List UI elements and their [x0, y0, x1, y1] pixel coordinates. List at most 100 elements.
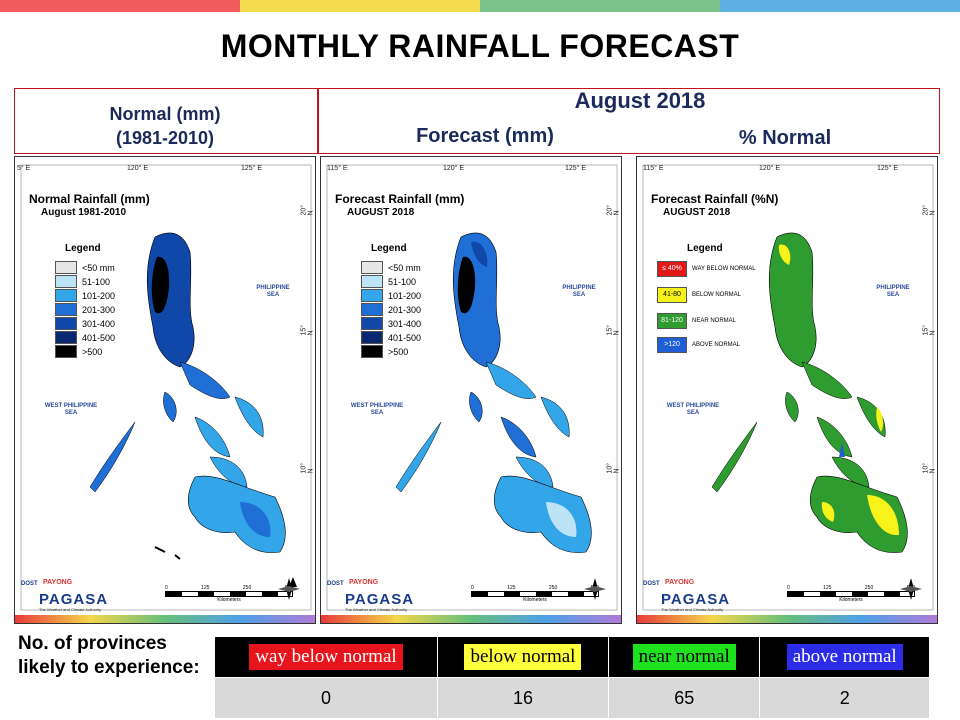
legend-label: 401-500 — [388, 332, 422, 343]
coord-label: 115° E — [327, 165, 348, 172]
scale-bar-graphic — [165, 591, 293, 597]
legend-label: 301-400 — [388, 318, 422, 329]
scale-bar: 0125250500 Kilometers — [165, 585, 293, 603]
sea-label-east: PHILIPPINE SEA — [876, 285, 910, 298]
legend-swatch — [361, 345, 383, 358]
legend-swatch — [361, 303, 383, 316]
coord-label: 15° N — [300, 324, 315, 336]
legend-label: 101-200 — [388, 290, 422, 301]
logo-dost: DOST — [643, 581, 660, 587]
coord-label: 125° E — [877, 165, 899, 172]
scale-tick: 0 — [787, 585, 790, 591]
percent-header: % Normal — [738, 127, 832, 149]
forecast-rainfall-map: Forecast Rainfall (mm) AUGUST 2018 Legen… — [320, 156, 622, 624]
legend-item: ≤ 40% WAY BELOW NORMAL — [657, 261, 756, 277]
legend-label: WAY BELOW NORMAL — [692, 266, 756, 272]
header-normal-box — [14, 88, 318, 154]
coord-label: 15° N — [922, 324, 937, 336]
legend-swatch: 81-120 — [657, 313, 687, 329]
provinces-label: No. of provinces likely to experience: — [18, 633, 200, 678]
page-title: MONTHLY RAINFALL FORECAST — [220, 28, 740, 64]
scale-bar: 0125250500 Kilometers — [471, 585, 599, 603]
month-header: August 2018 — [574, 88, 706, 113]
legend-item: 301-400 — [361, 317, 421, 330]
legend-label: 201-300 — [388, 304, 422, 315]
top-color-bar — [0, 0, 960, 12]
logo-tagline: The Weather and Climate Authority — [661, 607, 724, 612]
logo-payong: PAYONG — [43, 579, 73, 586]
legend-swatch — [55, 317, 77, 330]
legend-label: ABOVE NORMAL — [692, 342, 741, 348]
scale-bar: 0125250500 Kilometers — [787, 585, 915, 603]
scale-unit: Kilometers — [523, 597, 547, 603]
legend-swatch: ≤ 40% — [657, 261, 687, 277]
legend-item: 51-100 — [55, 275, 110, 288]
legend-label: BELOW NORMAL — [692, 292, 742, 298]
category-label-way-below: way below normal — [249, 644, 403, 670]
logo-payong: PAYONG — [349, 579, 379, 586]
faded-logo-watermark — [930, 634, 960, 720]
category-cell: above normal — [759, 636, 930, 678]
sea-label-west: WEST PHILIPPINE SEA — [666, 403, 720, 416]
scale-bar-graphic — [787, 591, 915, 597]
legend-item: <50 mm — [55, 261, 115, 274]
map-subtitle: August 1981-2010 — [41, 207, 127, 218]
coord-label: 5° E — [17, 165, 31, 172]
legend-title: Legend — [65, 243, 101, 254]
legend-label: 201-300 — [82, 304, 116, 315]
percent-normal-map: Forecast Rainfall (%N) AUGUST 2018 Legen… — [636, 156, 938, 624]
legend-item: 51-100 — [361, 275, 416, 288]
legend-swatch: 41-80 — [657, 287, 687, 303]
scale-tick: 250 — [242, 585, 252, 591]
coord-label: 10° N — [606, 462, 621, 474]
legend-swatch — [361, 261, 383, 274]
legend-item: 101-200 — [361, 289, 421, 302]
normal-header-line2: (1981-2010) — [115, 128, 215, 148]
logo-tagline: The Weather and Climate Authority — [39, 607, 102, 612]
top-bar-segment-red — [0, 0, 240, 12]
category-cell: below normal — [436, 636, 609, 678]
category-label-above: above normal — [786, 644, 903, 670]
pagasa-logo: DOST PAYONG PAGASA The Weather and Clima… — [21, 567, 131, 615]
legend-label: 51-100 — [388, 276, 417, 287]
pagasa-logo: DOST PAYONG PAGASA The Weather and Clima… — [327, 567, 437, 615]
count-below: 16 — [436, 677, 609, 719]
forecast-header: Forecast (mm) — [416, 125, 554, 147]
logo-pagasa: PAGASA — [39, 591, 109, 608]
pagasa-logo: DOST PAYONG PAGASA The Weather and Clima… — [643, 567, 753, 615]
coord-label: 120° E — [443, 165, 465, 172]
legend-label: >500 — [388, 346, 409, 357]
legend-label: >500 — [82, 346, 103, 357]
scale-tick: 0 — [165, 585, 168, 591]
legend-swatch — [55, 275, 77, 288]
legend-item: 301-400 — [55, 317, 115, 330]
count-above: 2 — [759, 677, 930, 719]
legend-item: >500 — [55, 345, 102, 358]
legend-label: 101-200 — [82, 290, 116, 301]
legend-title: Legend — [371, 243, 407, 254]
count-near: 65 — [607, 677, 761, 719]
legend-item: 401-500 — [55, 331, 115, 344]
logo-pagasa: PAGASA — [345, 591, 415, 608]
logo-pagasa: PAGASA — [661, 591, 731, 608]
top-bar-segment-green — [480, 0, 720, 12]
legend-label: <50 mm — [388, 262, 421, 273]
map-title: Normal Rainfall (mm) — [29, 192, 150, 206]
legend-label: 401-500 — [82, 332, 116, 343]
coord-label: 125° E — [241, 165, 263, 172]
scale-unit: Kilometers — [839, 597, 863, 603]
legend-item: >500 — [361, 345, 408, 358]
map-title: Forecast Rainfall (mm) — [335, 192, 465, 206]
logo-dost: DOST — [327, 581, 344, 587]
legend-item: 201-300 — [361, 303, 421, 316]
scale-tick: 125 — [507, 585, 516, 591]
rainbow-strip — [321, 615, 621, 623]
sea-label-east: PHILIPPINE SEA — [256, 285, 290, 298]
logo-payong: PAYONG — [665, 579, 695, 586]
scale-bar-graphic — [471, 591, 599, 597]
legend-swatch — [55, 345, 77, 358]
legend-item: <50 mm — [361, 261, 421, 274]
legend-label: NEAR NORMAL — [692, 318, 737, 324]
category-cell: near normal — [607, 636, 761, 678]
legend-swatch — [55, 303, 77, 316]
